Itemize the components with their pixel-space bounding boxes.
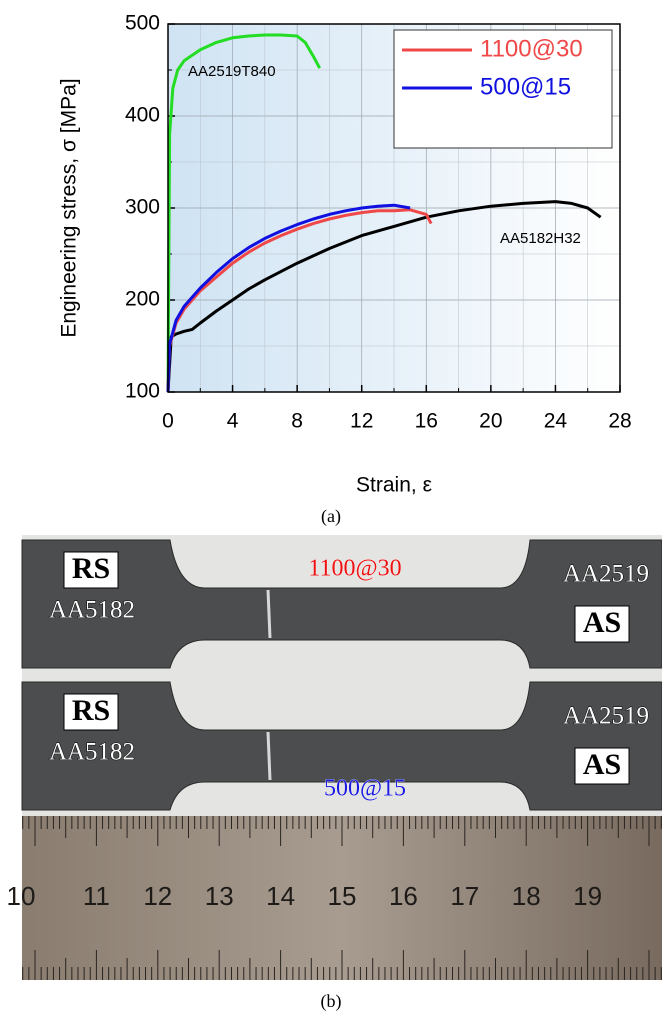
ruler-number: 12 (143, 881, 172, 911)
x-tick-label: 8 (291, 410, 303, 433)
y-axis-label: Engineering stress, σ [MPa] (58, 78, 81, 337)
alloy-label: AA5182 (49, 739, 135, 766)
alloy-label: AA2519 (563, 703, 649, 730)
label-box (574, 747, 630, 785)
y-tick-label: 100 (125, 380, 160, 403)
legend-label: 1100@30 (480, 35, 583, 62)
ruler-number: 18 (512, 881, 541, 911)
series-line (166, 208, 433, 393)
ruler-number: 11 (83, 881, 110, 911)
x-tick-label: 0 (162, 410, 174, 433)
x-tick-label: 24 (544, 410, 568, 433)
ruler-number: 14 (266, 881, 295, 911)
x-tick-label: 16 (415, 410, 438, 433)
x-tick-label: 20 (479, 410, 502, 433)
weld-label: 500@15 (324, 776, 406, 802)
y-tick-label: 300 (125, 196, 160, 219)
series-line (166, 200, 602, 393)
plot-frame (167, 23, 621, 393)
crack (266, 589, 272, 639)
label-box (63, 693, 119, 731)
chart: 0 4 8 12 16 20 24 28 100 200 300 400 500 AA2519T840 AA… (58, 12, 632, 497)
side-label: RS (72, 694, 110, 727)
ruler-number: 17 (450, 881, 479, 911)
caption: (a) (321, 506, 341, 527)
weld-label: 1100@30 (308, 556, 401, 582)
x-tick-label: 28 (608, 410, 631, 433)
side-label: AS (583, 748, 621, 781)
series-annotation: AA2519T840 (188, 63, 276, 80)
label-box (574, 605, 630, 643)
specimen (21, 539, 662, 669)
alloy-label: AA2519 (563, 561, 649, 588)
ruler-number: 10 (7, 881, 36, 911)
ruler-number: 15 (328, 881, 357, 911)
y-tick-label: 400 (125, 104, 160, 127)
y-tick-label: 200 (125, 288, 160, 311)
series-annotation: AA5182H32 (500, 230, 581, 247)
side-label: AS (583, 606, 621, 639)
ruler-number: 19 (573, 881, 602, 911)
crack (266, 731, 272, 781)
x-tick-label: 4 (227, 410, 239, 433)
specimen (21, 681, 662, 811)
alloy-label: AA5182 (49, 597, 135, 624)
legend-label: 500@15 (480, 73, 571, 100)
side-label: RS (72, 552, 110, 585)
x-axis-label: Strain, ε (356, 474, 432, 497)
series-line (166, 33, 322, 393)
ruler-number: 13 (205, 881, 234, 911)
x-tick-label: 12 (350, 410, 373, 433)
caption: (b) (321, 991, 342, 1012)
series-line (166, 203, 411, 393)
photo: RS AA5182 1100@30 AA2519 AS RS AA5182 500@15 AA2… (7, 535, 662, 980)
ruler-number: 16 (389, 881, 418, 911)
y-tick-label: 500 (125, 12, 160, 35)
label-box (63, 551, 119, 589)
